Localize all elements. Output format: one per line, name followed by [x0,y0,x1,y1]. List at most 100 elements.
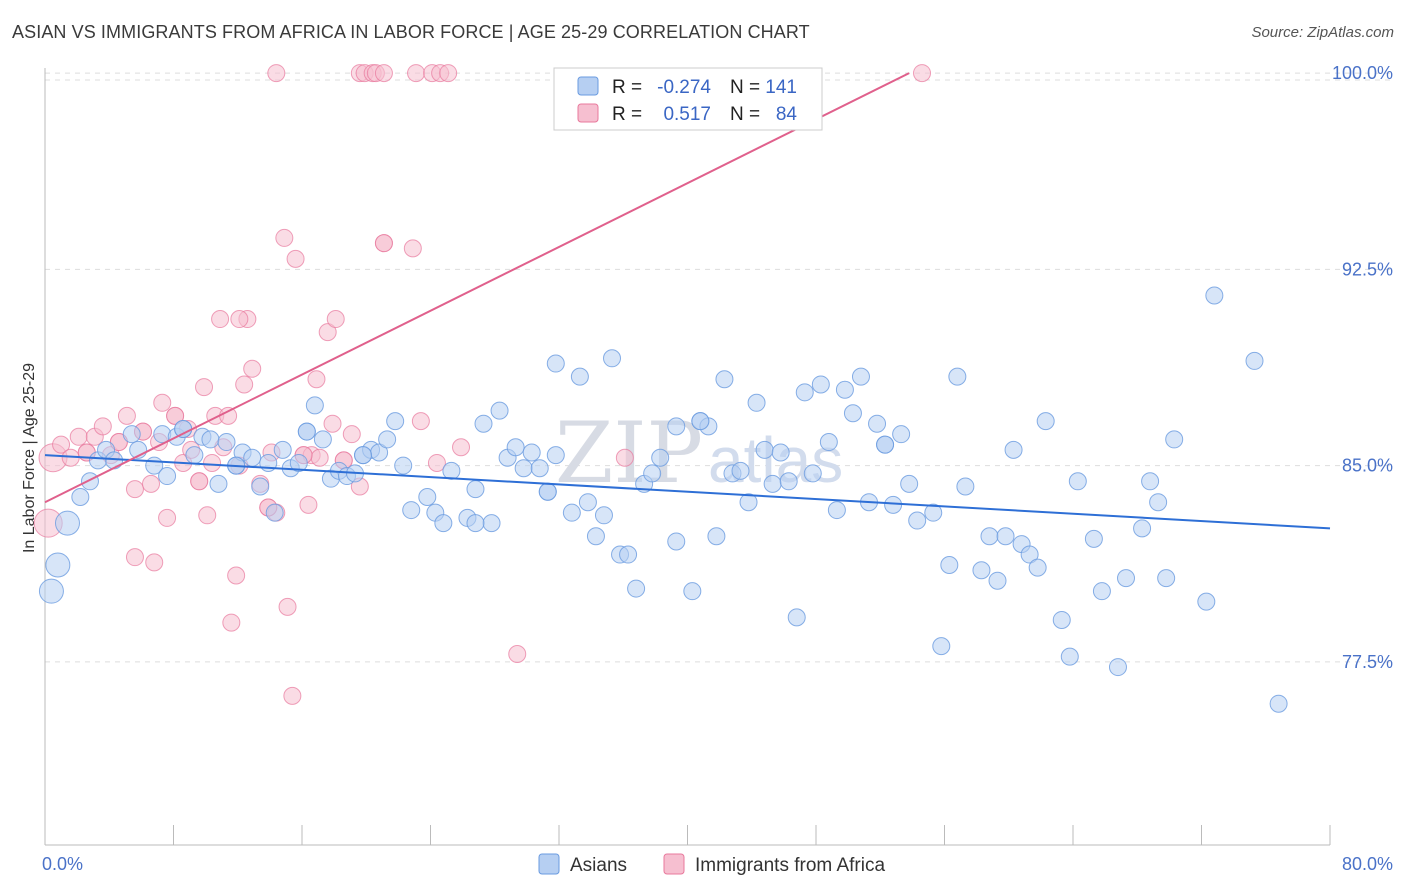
point-africa-12 [125,548,144,567]
point-asian-111 [996,527,1015,546]
point-asian-132 [1269,694,1288,713]
point-asian-2 [54,510,80,536]
point-asian-110 [988,571,1007,590]
point-asian-74 [683,582,702,601]
point-africa-44 [286,249,305,268]
point-asian-18 [209,474,228,493]
point-asian-65 [603,349,622,368]
point-asian-22 [243,448,262,467]
point-asian-93 [835,380,854,399]
bottom-legend-swatch-africa [663,853,685,875]
point-asian-125 [1141,472,1160,491]
x-tick-labels: 0.0% 80.0% [42,854,1393,874]
point-asian-80 [731,461,750,480]
point-africa-7 [93,417,112,436]
point-asian-73 [667,532,686,551]
bottom-legend-swatch-asian [538,853,560,875]
point-asian-112 [1004,440,1023,459]
point-asian-131 [1245,351,1264,370]
point-africa-32 [227,566,246,585]
point-asian-68 [627,579,646,598]
point-africa-10 [117,406,136,425]
y-tick-label-1: 85.0% [1342,456,1393,476]
point-asian-91 [819,433,838,452]
point-africa-2 [52,435,71,454]
point-asian-127 [1157,569,1176,588]
trend-line-asian [44,454,1331,530]
x-tick-label-0: 0.0% [42,854,83,874]
point-asian-82 [747,393,766,412]
point-asian-71 [651,448,670,467]
point-africa-43 [283,686,302,705]
point-asian-46 [442,461,461,480]
point-asian-49 [474,414,493,433]
legend-n-label-asian: N = [730,77,760,98]
point-asian-83 [755,440,774,459]
point-africa-28 [211,310,230,329]
point-asian-59 [546,354,565,373]
point-asian-103 [924,503,943,522]
point-africa-26 [203,453,222,472]
point-asian-138 [354,446,373,465]
point-asian-121 [1092,582,1111,601]
point-africa-57 [403,239,422,258]
chart-title: ASIAN VS IMMIGRANTS FROM AFRICA IN LABOR… [12,22,810,42]
correlation-legend: R = -0.274 N = 141 R = 0.517 N = 84 [553,67,823,131]
point-asian-107 [956,477,975,496]
point-asian-134 [466,514,485,533]
source-label: Source: ZipAtlas.com [1251,24,1394,41]
point-asian-114 [1020,545,1039,564]
point-africa-30 [219,406,238,425]
point-africa-63 [267,64,286,83]
point-asian-12 [158,467,177,486]
point-asian-78 [715,370,734,389]
point-africa-25 [198,506,217,525]
point-asian-109 [980,527,999,546]
point-asian-53 [506,438,525,457]
point-africa-79 [190,472,209,491]
point-asian-115 [1028,558,1047,577]
point-asian-61 [570,367,589,386]
point-africa-60 [452,438,471,457]
point-asian-8 [122,425,141,444]
point-asian-89 [803,464,822,483]
point-asian-70 [643,464,662,483]
point-africa-69 [407,64,426,83]
point-africa-4 [69,427,88,446]
legend-swatch-asian [577,76,599,96]
point-asian-26 [273,440,292,459]
point-asian-117 [1052,610,1071,629]
point-africa-52 [326,310,345,329]
point-asian-56 [530,459,549,478]
point-africa-49 [310,448,329,467]
point-asian-81 [739,493,758,512]
point-asian-129 [1197,592,1216,611]
point-asian-19 [217,433,236,452]
point-asian-106 [948,367,967,386]
point-asian-42 [402,501,421,520]
point-africa-34 [235,375,254,394]
point-asian-15 [185,446,204,465]
legend-n-label-africa: N = [730,104,760,125]
y-tick-label-0: 77.5% [1342,652,1393,672]
bottom-legend-label-africa: Immigrants from Africa [695,855,885,876]
point-asian-120 [1084,529,1103,548]
point-asian-1 [45,552,71,578]
point-africa-50 [318,323,337,342]
point-asian-28 [289,453,308,472]
point-asian-55 [522,443,541,462]
point-africa-83 [374,234,393,253]
point-asian-122 [1108,658,1127,677]
point-africa-14 [142,474,161,493]
point-africa-24 [195,378,214,397]
point-asian-87 [787,608,806,627]
bottom-legend-label-asian: Asians [570,855,627,876]
point-asian-17 [201,430,220,449]
point-asian-130 [1205,286,1224,305]
point-asian-51 [490,401,509,420]
y-tick-label-2: 92.5% [1342,259,1393,279]
point-asian-133 [297,422,316,441]
point-asian-99 [884,495,903,514]
point-asian-77 [707,527,726,546]
